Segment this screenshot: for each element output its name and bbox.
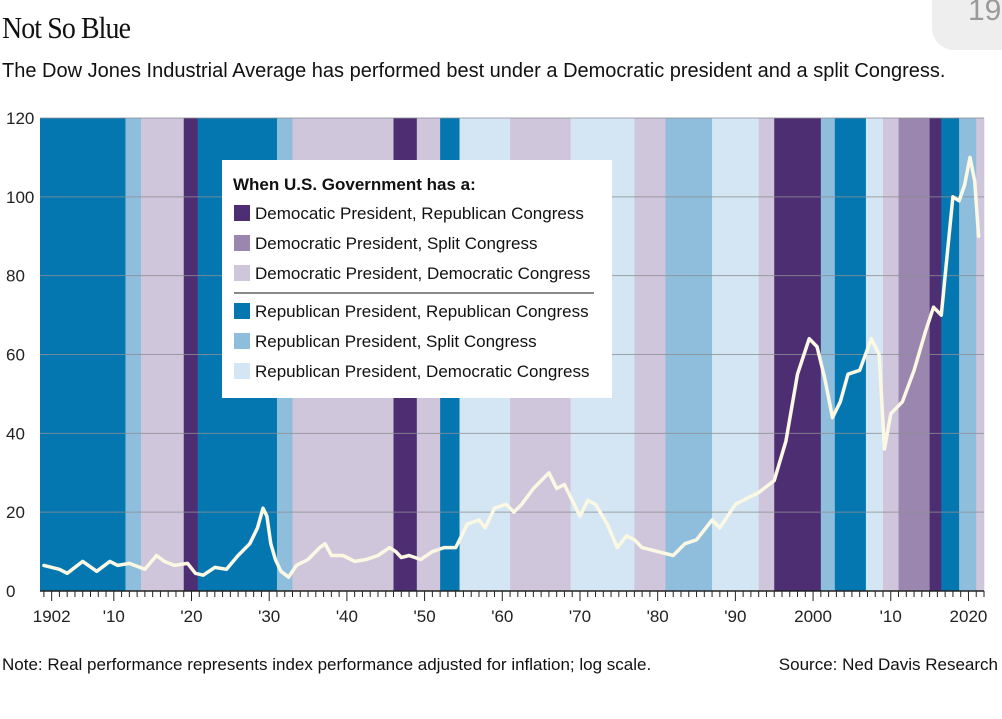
y-tick-label: 60 bbox=[6, 346, 25, 365]
x-tick-label: '20 bbox=[180, 607, 202, 626]
x-tick-label: '60 bbox=[491, 607, 513, 626]
legend-swatch bbox=[234, 303, 250, 319]
legend-swatch bbox=[234, 235, 250, 251]
y-tick-label: 20 bbox=[6, 503, 25, 522]
series bbox=[42, 155, 981, 579]
y-tick-label: 120 bbox=[6, 109, 34, 128]
y-axis: 0 20 40 60 80 100 120 bbox=[6, 109, 34, 601]
legend-label: Republican President, Republican Congres… bbox=[255, 302, 589, 321]
x-tick-label: '70 bbox=[569, 607, 591, 626]
dow-real-index-line bbox=[42, 155, 981, 579]
x-tick-label: 2020 bbox=[950, 607, 988, 626]
legend-label: Democratic President, Split Congress bbox=[255, 234, 538, 253]
legend-swatch bbox=[234, 265, 250, 281]
x-tick-label: '30 bbox=[258, 607, 280, 626]
footnote: Note: Real performance represents index … bbox=[2, 655, 652, 674]
chart-subtitle: The Dow Jones Industrial Average has per… bbox=[2, 60, 946, 82]
x-tick-label: 1902 bbox=[33, 607, 71, 626]
legend-label: Democratic President, Democratic Congres… bbox=[255, 264, 590, 283]
legend-title: When U.S. Government has a: bbox=[233, 175, 476, 194]
x-tick-label: '10 bbox=[103, 607, 125, 626]
x-tick-label: '40 bbox=[336, 607, 358, 626]
chart-title: Not So Blue bbox=[2, 10, 131, 45]
corner-badge-text: 19 bbox=[968, 0, 1002, 27]
source-credit: Source: Ned Davis Research bbox=[778, 655, 998, 674]
x-tick-label: 2000 bbox=[794, 607, 832, 626]
legend-label: Republican President, Split Congress bbox=[255, 332, 537, 351]
y-tick-label: 80 bbox=[6, 267, 25, 286]
legend-box bbox=[222, 160, 612, 398]
legend: When U.S. Government has a: Democatic Pre… bbox=[222, 160, 612, 398]
legend-swatch bbox=[234, 205, 250, 221]
y-tick-label: 40 bbox=[6, 424, 25, 443]
y-tick-label: 100 bbox=[6, 188, 34, 207]
x-tick-label: '10 bbox=[880, 607, 902, 626]
x-tick-label: '90 bbox=[724, 607, 746, 626]
corner-badge: 19 bbox=[932, 0, 1002, 50]
legend-label: Republican President, Democratic Congres… bbox=[255, 362, 590, 381]
legend-swatch bbox=[234, 363, 250, 379]
x-tick-label: '50 bbox=[414, 607, 436, 626]
legend-label: Democatic President, Republican Congress bbox=[255, 204, 584, 223]
y-tick-label: 0 bbox=[6, 582, 15, 601]
x-tick-label: '80 bbox=[647, 607, 669, 626]
legend-swatch bbox=[234, 333, 250, 349]
x-axis: 1902 '10 '20 '30 '40 '50 '60 '70 '80 '90 2000 '10 20… bbox=[33, 590, 988, 626]
